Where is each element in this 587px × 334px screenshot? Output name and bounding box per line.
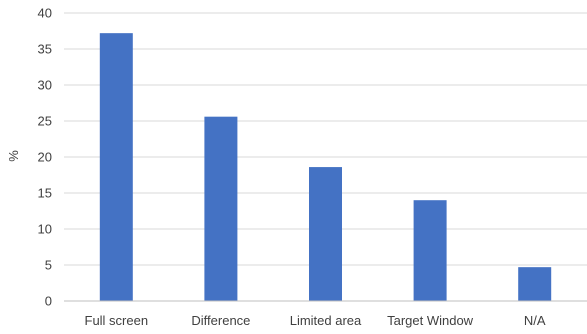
y-axis-label: % <box>6 150 21 162</box>
bar <box>518 267 552 301</box>
x-tick-labels: Full screen Difference Limited area Target … <box>85 313 546 328</box>
y-tick-label: 10 <box>38 222 52 237</box>
bar <box>204 116 238 302</box>
y-tick-label: 25 <box>38 114 52 129</box>
x-tick-label: Full screen <box>85 313 149 328</box>
y-tick-label: 5 <box>45 258 52 273</box>
bars <box>99 33 552 302</box>
y-tick-labels: 0 5 10 15 20 25 30 35 40 <box>38 6 52 309</box>
x-tick-label: N/A <box>524 313 546 328</box>
y-tick-label: 0 <box>45 294 52 309</box>
bar <box>413 200 447 301</box>
bar <box>99 33 133 301</box>
x-tick-label: Limited area <box>290 313 362 328</box>
x-tick-label: Target Window <box>387 313 474 328</box>
y-tick-label: 40 <box>38 6 52 21</box>
bar <box>309 167 342 301</box>
y-tick-label: 35 <box>38 42 52 57</box>
y-tick-label: 30 <box>38 78 52 93</box>
x-tick-label: Difference <box>191 313 250 328</box>
y-tick-label: 20 <box>38 150 52 165</box>
y-tick-label: 15 <box>38 186 52 201</box>
